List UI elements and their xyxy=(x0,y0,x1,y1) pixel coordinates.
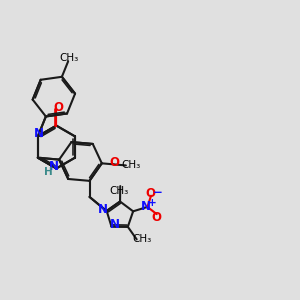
Text: N: N xyxy=(110,218,120,231)
Text: H: H xyxy=(44,167,52,177)
Text: N: N xyxy=(141,200,151,213)
Text: N: N xyxy=(98,203,108,216)
Text: N: N xyxy=(34,128,44,140)
Text: −: − xyxy=(153,186,163,199)
Text: N: N xyxy=(48,160,59,173)
Text: CH₃: CH₃ xyxy=(122,160,141,170)
Text: O: O xyxy=(110,156,120,170)
Text: +: + xyxy=(148,198,157,208)
Text: O: O xyxy=(54,101,64,114)
Text: O: O xyxy=(151,211,161,224)
Text: O: O xyxy=(146,187,155,200)
Text: CH₃: CH₃ xyxy=(109,186,128,196)
Text: CH₃: CH₃ xyxy=(59,53,79,63)
Text: CH₃: CH₃ xyxy=(132,234,152,244)
